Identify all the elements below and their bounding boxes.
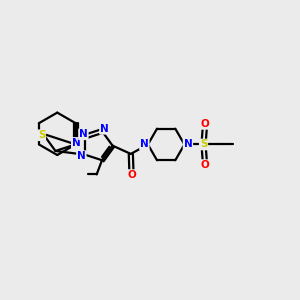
- Text: N: N: [77, 151, 86, 161]
- Text: O: O: [200, 160, 209, 170]
- Text: N: N: [100, 124, 109, 134]
- Text: N: N: [184, 140, 192, 149]
- Text: S: S: [38, 130, 45, 140]
- Text: N: N: [72, 138, 81, 148]
- Text: O: O: [200, 119, 209, 129]
- Text: O: O: [127, 170, 136, 180]
- Text: S: S: [200, 140, 207, 149]
- Text: N: N: [140, 140, 149, 149]
- Text: N: N: [79, 129, 88, 139]
